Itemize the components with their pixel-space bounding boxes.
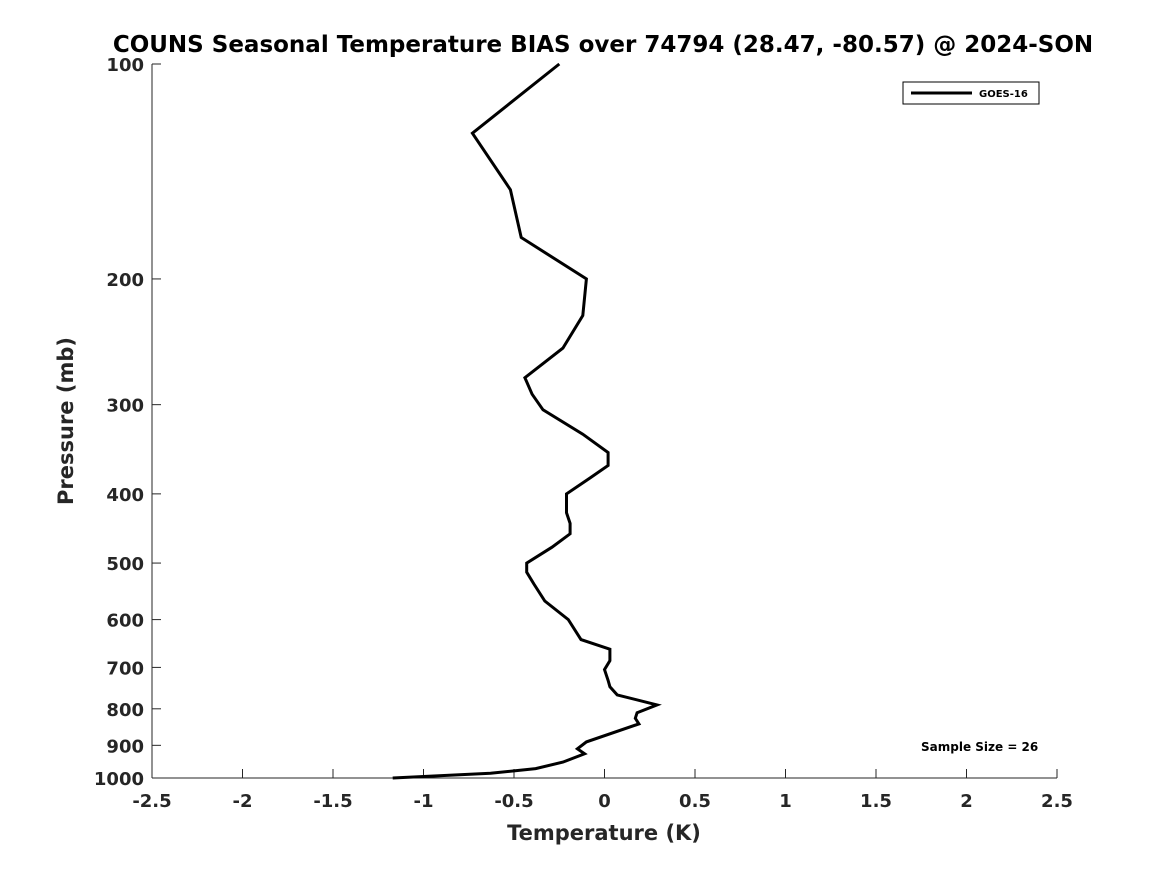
x-tick-label: -0.5 <box>494 791 533 812</box>
legend-label: GOES-16 <box>979 89 1028 100</box>
y-tick-label: 300 <box>106 396 144 417</box>
y-tick-label: 700 <box>106 658 144 679</box>
series-line-goes-16 <box>392 62 662 780</box>
y-axis-label: Pressure (mb) <box>54 337 78 505</box>
y-tick-label: 400 <box>106 485 144 506</box>
y-tick-label: 800 <box>106 700 144 721</box>
sample-size-annotation: Sample Size = 26 <box>921 740 1038 754</box>
x-tick-label: -2 <box>233 791 253 812</box>
x-axis-label: Temperature (K) <box>507 821 701 845</box>
y-tick-label: 100 <box>106 55 144 76</box>
legend: GOES-16 <box>902 81 1040 105</box>
x-tick-label: -1 <box>414 791 434 812</box>
x-tick-label: 0 <box>598 791 611 812</box>
y-tick-label: 500 <box>106 554 144 575</box>
x-tick-label: 2.5 <box>1041 791 1073 812</box>
x-tick-label: -1.5 <box>313 791 352 812</box>
x-tick-label: 2 <box>960 791 973 812</box>
y-ticks: 100 200 300 400 500 600 700 800 900 1000 <box>94 55 161 790</box>
x-tick-label: 1 <box>779 791 792 812</box>
chart-title: COUNS Seasonal Temperature BIAS over 747… <box>113 32 1093 58</box>
y-tick-label: 900 <box>106 736 144 757</box>
plot-area: -2.5 -2 -1.5 -1 -0.5 0 0.5 1 1.5 2 2.5 100 200 300 40… <box>94 55 1073 812</box>
x-tick-label: -2.5 <box>132 791 171 812</box>
y-tick-label: 200 <box>106 270 144 291</box>
x-ticks: -2.5 -2 -1.5 -1 -0.5 0 0.5 1 1.5 2 2.5 <box>132 769 1073 812</box>
x-tick-label: 0.5 <box>679 791 711 812</box>
y-tick-label: 1000 <box>94 769 144 790</box>
y-tick-label: 600 <box>106 611 144 632</box>
x-tick-label: 1.5 <box>860 791 892 812</box>
